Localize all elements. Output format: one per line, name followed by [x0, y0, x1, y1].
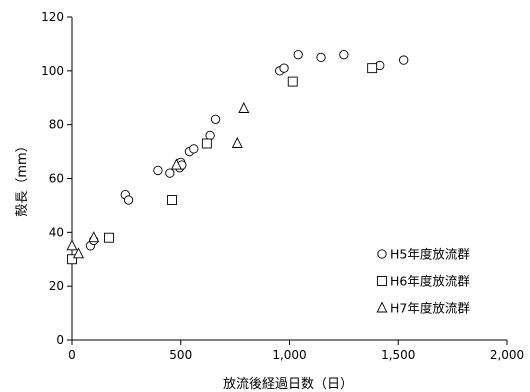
circle-point: [205, 130, 215, 141]
square-point: [104, 232, 114, 243]
triangle-point: [88, 231, 100, 243]
x-tick-label: 500: [169, 348, 192, 362]
x-tick-label: 0: [68, 348, 76, 362]
triangle-point: [170, 158, 182, 170]
circle-point: [316, 52, 326, 63]
circle-point: [123, 195, 134, 205]
y-tick-label: 100: [41, 64, 64, 78]
circle-point: [210, 114, 221, 124]
square-point: [287, 76, 298, 87]
legend-label: H7年度放流群: [390, 301, 470, 316]
data-points: [66, 50, 409, 265]
square-point: [67, 254, 77, 265]
legend-triangle-icon: [376, 301, 388, 313]
circle-point: [399, 55, 409, 65]
y-tick-label: 20: [49, 279, 64, 293]
triangle-point: [238, 102, 250, 113]
square-point: [167, 195, 178, 205]
y-tick-label: 120: [41, 10, 64, 24]
circle-point: [165, 168, 175, 178]
y-tick-label: 60: [49, 172, 64, 186]
legend: H5年度放流群 H6年度放流群 H7年度放流群: [376, 247, 470, 316]
y-tick-label: 40: [49, 225, 64, 239]
x-axis-label: 放流後経過日数（日）: [223, 377, 353, 392]
circle-point: [189, 144, 199, 154]
legend-label: H5年度放流群: [390, 247, 470, 262]
x-tick-label: 1,000: [272, 348, 306, 362]
square-point: [367, 63, 378, 74]
circle-point: [293, 50, 303, 60]
x-tick-label: 2,000: [490, 348, 524, 362]
axes: 0 20 40 60 80 100 120 0 500 1,000 1,500 2,000: [41, 10, 524, 362]
circle-point: [339, 50, 349, 60]
legend-label: H6年度放流群: [390, 274, 470, 289]
triangle-point: [73, 247, 85, 259]
legend-circle-icon: [377, 249, 387, 259]
x-tick-label: 1,500: [381, 348, 415, 362]
circle-point: [279, 63, 289, 73]
circle-point: [153, 165, 163, 176]
triangle-point: [231, 136, 243, 148]
triangle-point: [66, 239, 78, 251]
y-tick-label: 0: [56, 333, 64, 347]
legend-square-icon: [377, 276, 387, 286]
y-tick-label: 80: [49, 118, 64, 132]
y-axis-label: 殻長（mm）: [15, 139, 30, 216]
square-point: [201, 138, 212, 149]
